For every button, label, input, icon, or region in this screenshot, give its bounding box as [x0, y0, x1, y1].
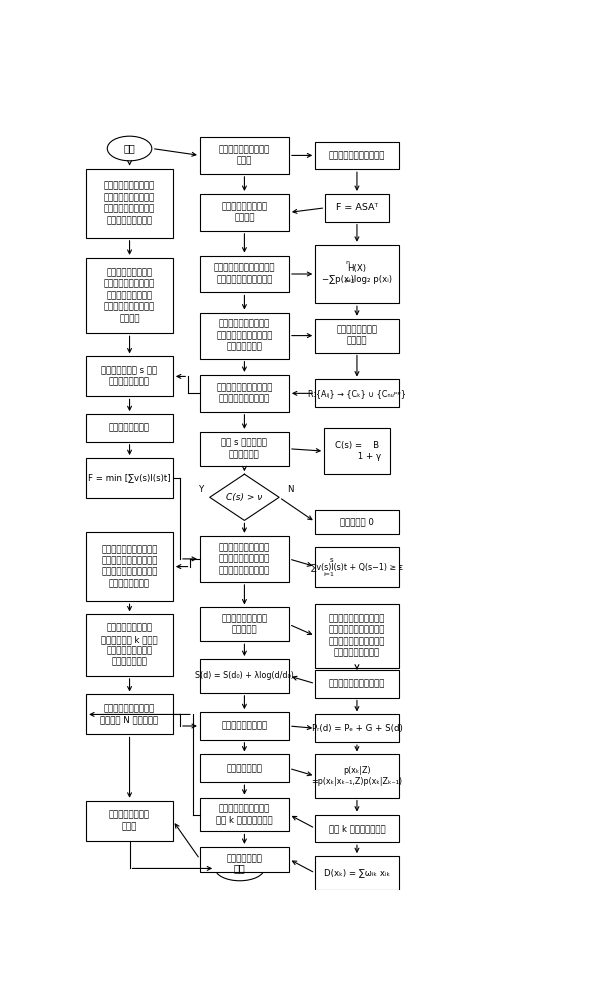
FancyBboxPatch shape [200, 607, 289, 641]
FancyBboxPatch shape [200, 847, 289, 872]
Text: Y: Y [198, 485, 204, 494]
Text: 转化为空间中的路径花费: 转化为空间中的路径花费 [329, 679, 385, 688]
Ellipse shape [107, 136, 152, 161]
FancyBboxPatch shape [315, 319, 399, 353]
FancyBboxPatch shape [315, 604, 399, 668]
Text: 结束: 结束 [234, 863, 246, 873]
Text: n: n [345, 260, 350, 265]
Text: i=1: i=1 [344, 279, 355, 284]
Text: 建立冷链食品物流可视
化模型: 建立冷链食品物流可视 化模型 [219, 145, 270, 166]
FancyBboxPatch shape [315, 245, 399, 303]
FancyBboxPatch shape [86, 414, 173, 442]
Text: 时隙 s 内的信道最
大传送速率为: 时隙 s 内的信道最 大传送速率为 [221, 439, 267, 459]
FancyBboxPatch shape [315, 815, 399, 842]
FancyBboxPatch shape [315, 379, 399, 407]
Text: F = ASAᵀ: F = ASAᵀ [336, 203, 378, 212]
Text: 经过多次迭代递推后，
得到 k 时刻的粒子集合: 经过多次迭代递推后， 得到 k 时刻的粒子集合 [216, 804, 273, 825]
FancyBboxPatch shape [200, 256, 289, 292]
FancyBboxPatch shape [324, 428, 390, 474]
Text: F = min [∑v(s)I(s)t]: F = min [∑v(s)I(s)t] [88, 474, 171, 483]
Text: 开始: 开始 [123, 143, 136, 153]
Text: 建立冷链食品物流动
态跟踪模型: 建立冷链食品物流动 态跟踪模型 [221, 614, 267, 635]
FancyBboxPatch shape [86, 801, 173, 841]
Text: Pᵣ(d) = Pₑ + G + S(d): Pᵣ(d) = Pₑ + G + S(d) [312, 724, 402, 733]
FancyBboxPatch shape [200, 659, 289, 693]
Text: 对图像进行离散余弦变换: 对图像进行离散余弦变换 [329, 151, 385, 160]
FancyBboxPatch shape [200, 536, 289, 582]
FancyBboxPatch shape [86, 694, 173, 734]
Text: C(s) =    B
         1 + γ: C(s) = B 1 + γ [333, 441, 381, 461]
FancyBboxPatch shape [200, 312, 289, 359]
Text: 优化的目标函数为: 优化的目标函数为 [109, 424, 150, 432]
Text: 将视频编码映射到各
共享信道，通过时隙目
标函数优化组播传输
能效，将监控视频传至
物流中心: 将视频编码映射到各 共享信道，通过时隙目 标函数优化组播传输 能效，将监控视频传… [104, 268, 155, 323]
FancyBboxPatch shape [200, 137, 289, 174]
Text: S(d) = S(d₀) + λlog(⁠d/d₀): S(d) = S(d₀) + λlog(⁠d/d₀) [195, 671, 294, 680]
FancyBboxPatch shape [315, 670, 399, 698]
Text: 阅读器的接收功率为: 阅读器的接收功率为 [221, 721, 267, 730]
FancyBboxPatch shape [315, 754, 399, 798]
Text: 后验概率密度为: 后验概率密度为 [226, 764, 263, 773]
FancyBboxPatch shape [86, 356, 173, 396]
Text: D(xₖ) = ∑ωᵢₖ xᵢₖ: D(xₖ) = ∑ωᵢₖ xᵢₖ [324, 869, 390, 878]
Text: 由状态概率密度从粒子
集中抽取 N 个样本粒子: 由状态概率密度从粒子 集中抽取 N 个样本粒子 [100, 704, 159, 725]
Text: ∑v(s)I(s)t + Q(s−1) ≥ ε: ∑v(s)I(s)t + Q(s−1) ≥ ε [311, 562, 403, 571]
Text: 得到距离和花费: 得到距离和花费 [226, 855, 263, 864]
FancyBboxPatch shape [200, 754, 289, 782]
FancyBboxPatch shape [86, 614, 173, 676]
FancyBboxPatch shape [200, 798, 289, 831]
Text: 视频编码映射到各
共享信道: 视频编码映射到各 共享信道 [336, 325, 378, 346]
FancyBboxPatch shape [200, 432, 289, 466]
Text: 用户可以在时隙 s 内获
得信道的状态信息: 用户可以在时隙 s 内获 得信道的状态信息 [102, 366, 158, 387]
FancyBboxPatch shape [86, 458, 173, 498]
FancyBboxPatch shape [86, 169, 173, 238]
Text: 状态信息为 0: 状态信息为 0 [340, 517, 374, 526]
Text: 将图像块的高频信息
量化为零: 将图像块的高频信息 量化为零 [221, 202, 267, 223]
FancyBboxPatch shape [325, 194, 388, 222]
FancyBboxPatch shape [315, 714, 399, 742]
Text: 利用信噪比来表示接收方
在每个信道的状态信息: 利用信噪比来表示接收方 在每个信道的状态信息 [216, 383, 273, 404]
FancyBboxPatch shape [200, 712, 289, 740]
FancyBboxPatch shape [315, 856, 399, 890]
FancyBboxPatch shape [86, 258, 173, 333]
Text: s: s [329, 557, 333, 563]
FancyBboxPatch shape [315, 547, 399, 587]
Text: 遍历所有用户集，选择
能使下一时隙内所有用
户传送最快的组播速率: 遍历所有用户集，选择 能使下一时隙内所有用 户传送最快的组播速率 [219, 543, 270, 575]
FancyBboxPatch shape [200, 375, 289, 412]
Text: C(s) > ν: C(s) > ν [226, 493, 263, 502]
Text: 将每个射频标签作为
一个粒子，第 k 时刻从
先验概率密度函数中
生成初始粒子集: 将每个射频标签作为 一个粒子，第 k 时刻从 先验概率密度函数中 生成初始粒子集 [101, 623, 158, 667]
Text: 将发送方分为不同层进
行发送，通过接收方的反
馈调整发送速率: 将发送方分为不同层进 行发送，通过接收方的反 馈调整发送速率 [216, 320, 273, 352]
Text: 通过粒子滤波优化得到射
频识别信号的位置，获取
食品传输路径，实现冷链
食品的物流可视化: 通过粒子滤波优化得到射 频识别信号的位置，获取 食品传输路径，实现冷链 食品的物… [102, 545, 158, 588]
Text: 将射频识别信号发射功率
与阅读器接收功率的差值
作为无形射频信号在传输
过程中的能量损耗值: 将射频识别信号发射功率 与阅读器接收功率的差值 作为无形射频信号在传输 过程中的… [329, 614, 385, 658]
FancyBboxPatch shape [315, 510, 399, 534]
FancyBboxPatch shape [315, 142, 399, 169]
Text: 完成冷链食品物流
可视化: 完成冷链食品物流 可视化 [109, 810, 150, 831]
Text: R:{Aᵢⱼ} → {Cₖ} ∪ {Cₙᵤᵖᵖ}: R:{Aᵢⱼ} → {Cₖ} ∪ {Cₙᵤᵖᵖ} [308, 389, 406, 398]
Text: p(xₖ|Z)
=p(xₖ|xₖ₋₁,Z)p(xₖ|Zₖ₋₁): p(xₖ|Z) =p(xₖ|xₖ₋₁,Z)p(xₖ|Zₖ₋₁) [312, 766, 402, 786]
FancyBboxPatch shape [200, 194, 289, 231]
Text: N: N [287, 485, 294, 494]
FancyBboxPatch shape [86, 532, 173, 601]
Text: 建立冷链食品物流可视
化模型，将采集的视频
流进行编码压缩处理，
形成数字化的视频流: 建立冷链食品物流可视 化模型，将采集的视频 流进行编码压缩处理， 形成数字化的视… [104, 181, 155, 225]
Text: i=1: i=1 [324, 572, 334, 577]
Text: 对一维系数进行熵编码可以
提高图像的无损压缩效率: 对一维系数进行熵编码可以 提高图像的无损压缩效率 [214, 264, 275, 284]
Ellipse shape [215, 856, 264, 881]
Text: 估计 k 时刻的射频位置: 估计 k 时刻的射频位置 [329, 824, 385, 833]
Text: H(X)
−∑p(xᵢ)log₂ p(xᵢ): H(X) −∑p(xᵢ)log₂ p(xᵢ) [322, 264, 392, 284]
